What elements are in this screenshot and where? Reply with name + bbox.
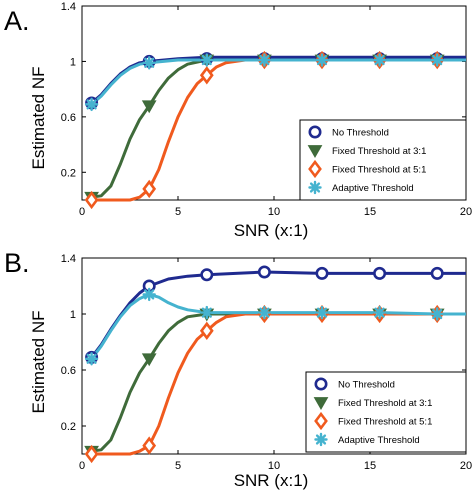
panel-b-series-0-point: [257, 265, 271, 279]
panel-a-series-3-point: [372, 53, 387, 67]
panel-b-x-tick-label: 5: [175, 460, 181, 472]
panel-b-legend-label-1: Fixed Threshold at 3:1: [338, 398, 432, 409]
panel-b-y-axis-label: Estimated NF: [29, 311, 48, 414]
panel-a-legend-label-1: Fixed Threshold at 3:1: [332, 146, 426, 157]
panel-b-series-3-point: [372, 305, 387, 320]
panel-b-legend-marker-3: [314, 432, 328, 447]
panel-b-axes: 0 5 10 15 20 0.2 0.6 1 1.4: [61, 253, 472, 472]
panel-a-series-3-point: [257, 53, 272, 67]
panel-a-y-tick-label: 1: [70, 56, 76, 68]
panel-b-plot-area: [84, 265, 466, 464]
panel-b-series-3-point: [430, 307, 444, 321]
panel-a-series-2-point: [199, 66, 214, 85]
panel-a-x-tick-label: 5: [175, 206, 181, 218]
panel-a-legend-label-0: No Threshold: [332, 128, 389, 139]
panel-b-x-tick-label: 20: [460, 460, 472, 472]
panel-b-letter: B.: [4, 248, 30, 278]
panel-b-legend-marker-2: [314, 411, 328, 431]
panel-a-y-tick-label: 0.6: [61, 112, 76, 124]
panel-a-legend-marker-1: [307, 145, 323, 159]
panel-a-series-3-point: [84, 97, 99, 112]
panel-b-series-3-point: [200, 305, 214, 320]
panel-a: A. Estimated NF SNR (x:1) 0 5 10 15 20 0.2 0.6…: [4, 1, 472, 240]
panel-a-x-axis-label: SNR (x:1): [234, 221, 309, 240]
panel-b-legend-marker-1: [313, 397, 329, 411]
panel-b-series-1-point: [141, 353, 157, 367]
panel-a-axes: 0 5 10 15 20 0.2 0.6 1 1.4: [61, 1, 472, 218]
panel-a-legend-marker-3: [308, 180, 322, 195]
panel-a-legend-label-2: Fixed Threshold at 5:1: [332, 165, 426, 176]
panel-a-legend-box: [299, 119, 467, 201]
panel-b-y-tick-label: 1: [70, 309, 76, 321]
panel-b-y-tick-label: 1.4: [61, 253, 76, 265]
panel-b-y-tick-label: 0.2: [61, 421, 76, 433]
panel-b-legend-label-0: No Threshold: [338, 380, 395, 391]
panel-a-series-line-3: [90, 58, 466, 106]
panel-b-series-line-3: [90, 292, 466, 361]
panel-b-legend-label-3: Adaptive Threshold: [338, 435, 420, 446]
panel-b-series-2-point: [199, 321, 214, 340]
panel-a-series-3-point: [430, 53, 444, 67]
panel-b-legend: No Threshold Fixed Threshold at 3:1 Fixed …: [305, 371, 467, 453]
panel-a-legend-marker-2: [308, 159, 322, 179]
panel-b-series-0-point: [373, 266, 387, 280]
panel-a-series-3-point: [315, 53, 329, 67]
panel-a-legend-marker-0: [308, 125, 322, 139]
panel-b-x-tick-label: 15: [364, 460, 376, 472]
panel-b-series-0-point: [200, 268, 214, 282]
panel-a-y-axis-label: Estimated NF: [29, 67, 48, 170]
panel-a-series-1-point: [141, 100, 157, 114]
panel-b-series-0-point: [315, 266, 329, 280]
panel-a-legend: No Threshold Fixed Threshold at 3:1 Fixed …: [299, 119, 467, 201]
panel-b-legend-label-2: Fixed Threshold at 5:1: [338, 417, 432, 428]
panel-a-y-tick-label: 1.4: [61, 1, 76, 13]
panel-b: B. Estimated NF SNR (x:1) 0 5 10 15 20 0.2 0.6…: [4, 248, 472, 490]
panel-b-series-3-point: [315, 305, 329, 320]
panel-b-y-tick-label: 0.6: [61, 365, 76, 377]
panel-a-plot-area: [84, 50, 466, 210]
panel-b-x-tick-label: 10: [268, 460, 280, 472]
panel-b-series-3-point: [142, 287, 156, 302]
panel-b-series-3-point: [257, 305, 272, 320]
panel-b-x-axis-label: SNR (x:1): [234, 471, 309, 490]
panel-a-series-2-point: [84, 190, 99, 210]
panel-b-x-tick-label: 0: [79, 460, 85, 472]
panel-a-series-2-point: [142, 179, 157, 199]
panel-a-x-tick-label: 10: [268, 206, 280, 218]
panel-b-legend-marker-0: [314, 377, 328, 391]
panel-b-series-0-point: [430, 266, 444, 280]
panel-a-series-3-point: [142, 56, 156, 70]
panel-a-y-tick-label: 0.2: [61, 167, 76, 179]
panel-a-x-tick-label: 0: [79, 206, 85, 218]
panel-a-letter: A.: [4, 6, 30, 36]
panel-a-legend-label-3: Adaptive Threshold: [332, 183, 414, 194]
panel-a-x-tick-label: 15: [364, 206, 376, 218]
panel-b-series-2-point: [142, 436, 157, 455]
panel-b-series-2-point: [84, 444, 99, 464]
panel-a-series-3-point: [200, 53, 214, 67]
panel-b-series-3-point: [84, 352, 99, 366]
panel-b-legend-box: [305, 371, 467, 453]
panel-a-x-tick-label: 20: [460, 206, 472, 218]
